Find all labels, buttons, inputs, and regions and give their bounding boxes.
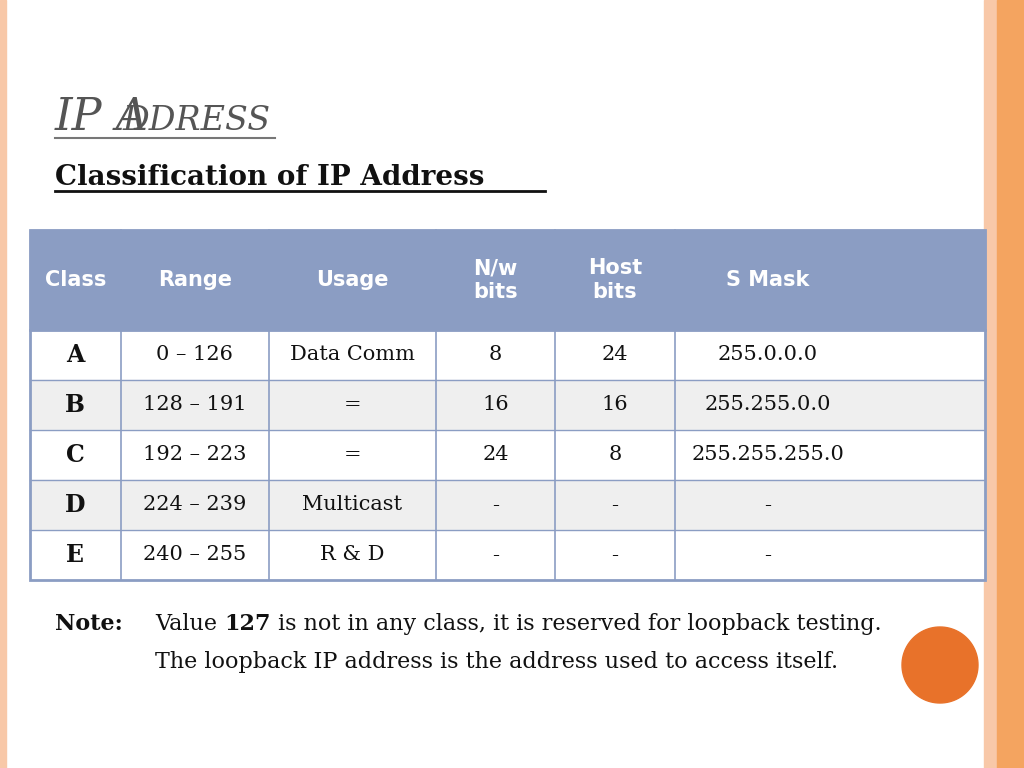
Bar [30,330,985,380]
Text: -: - [764,545,771,564]
Text: 24: 24 [482,445,509,465]
Text: Classification of IP Address: Classification of IP Address [55,164,484,191]
Text: A: A [67,343,85,367]
Text: D: D [66,493,86,517]
Text: 255.255.255.0: 255.255.255.0 [691,445,844,465]
Text: 240 – 255: 240 – 255 [143,545,247,564]
Text: 192 – 223: 192 – 223 [143,445,247,465]
Bar [997,0,1024,768]
Text: -: - [493,495,499,515]
Text: 127: 127 [224,613,270,635]
Text: Value: Value [155,613,224,635]
Text: DDRESS: DDRESS [123,105,271,137]
Text: =: = [343,445,361,465]
Text: -: - [611,545,618,564]
Text: E: E [67,543,84,567]
Text: Class: Class [45,270,106,290]
Text: N/w
bits: N/w bits [473,258,518,302]
Text: 8: 8 [608,445,622,465]
Text: IP A: IP A [55,96,148,139]
Text: Data Comm: Data Comm [290,346,415,365]
Text: 128 – 191: 128 – 191 [143,396,247,415]
Text: 8: 8 [488,346,502,365]
Text: 16: 16 [602,396,629,415]
Text: 0 – 126: 0 – 126 [157,346,233,365]
Polygon shape [902,627,978,703]
Text: -: - [611,495,618,515]
Bar [30,480,985,530]
Text: The loopback IP address is the address used to access itself.: The loopback IP address is the address u… [155,651,838,673]
Bar [30,380,985,430]
Text: 24: 24 [602,346,628,365]
Text: =: = [343,396,361,415]
Bar [984,0,997,768]
Text: Note:: Note: [55,613,123,635]
Text: Range: Range [158,270,231,290]
Bar [30,230,985,580]
Text: Multicast: Multicast [302,495,402,515]
Text: -: - [764,495,771,515]
Text: S Mask: S Mask [726,270,809,290]
Text: Usage: Usage [316,270,388,290]
Text: is not in any class, it is reserved for loopback testing.: is not in any class, it is reserved for … [270,613,882,635]
Text: B: B [66,393,85,417]
Text: 255.0.0.0: 255.0.0.0 [718,346,818,365]
Bar [30,230,985,330]
Text: -: - [493,545,499,564]
Text: 16: 16 [482,396,509,415]
Text: Host
bits: Host bits [588,258,642,302]
Text: C: C [66,443,85,467]
Text: R & D: R & D [321,545,385,564]
Bar [0,0,6,768]
Bar [30,430,985,480]
Bar [30,530,985,580]
Text: 255.255.0.0: 255.255.0.0 [705,396,831,415]
Text: 224 – 239: 224 – 239 [143,495,247,515]
